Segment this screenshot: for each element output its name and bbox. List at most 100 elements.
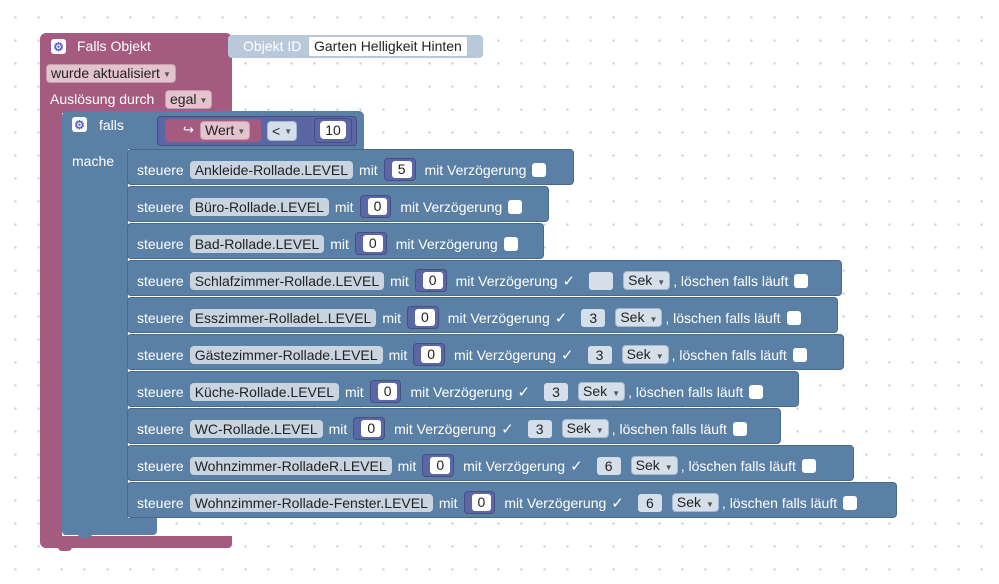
object-id-field[interactable]: Esszimmer-RolladeL.LEVEL bbox=[189, 308, 377, 327]
delay-checkmark[interactable]: ✓ bbox=[501, 420, 514, 438]
object-id-field[interactable]: Wohnzimmer-RolladeR.LEVEL bbox=[189, 456, 392, 475]
value-number[interactable]: 0 bbox=[377, 383, 398, 400]
delay-checkmark[interactable]: ✓ bbox=[611, 494, 624, 512]
delay-checkmark[interactable]: ✓ bbox=[562, 272, 576, 290]
variable-value: Wert bbox=[205, 122, 235, 138]
event-title: Falls Objekt bbox=[77, 38, 151, 54]
steuere-label: steuere bbox=[137, 161, 184, 178]
value-number[interactable]: 0 bbox=[415, 309, 435, 326]
clear-checkbox[interactable] bbox=[801, 458, 816, 473]
clear-checkbox[interactable] bbox=[749, 384, 764, 399]
object-id-field[interactable]: Büro-Rollade.LEVEL bbox=[189, 197, 329, 216]
control-action-row[interactable]: steuere Esszimmer-RolladeL.LEVEL mit 0 mit V… bbox=[127, 297, 838, 333]
control-action-row[interactable]: steuere WC-Rollade.LEVEL mit 0 mit Verzögeru… bbox=[127, 408, 781, 444]
chevron-down-icon: ▼ bbox=[199, 95, 208, 105]
control-action-row[interactable]: steuere Schlafzimmer-Rollade.LEVEL mit 0 mit… bbox=[127, 260, 842, 296]
chevron-down-icon: ▼ bbox=[649, 315, 658, 324]
delay-checkmark[interactable]: ✓ bbox=[570, 457, 583, 475]
delay-value[interactable]: 3 bbox=[581, 308, 606, 327]
loeschen-label: , löschen falls läuft bbox=[680, 457, 796, 474]
delay-checkbox[interactable] bbox=[503, 236, 518, 251]
delay-checkbox[interactable] bbox=[532, 162, 547, 177]
object-id-field[interactable]: Schlafzimmer-Rollade.LEVEL bbox=[189, 271, 385, 290]
gear-icon[interactable]: ⚙ bbox=[72, 117, 87, 132]
control-action-row[interactable]: steuere Wohnzimmer-RolladeR.LEVEL mit 0 mit … bbox=[127, 445, 854, 481]
chevron-down-icon: ▼ bbox=[657, 278, 666, 287]
clear-checkbox[interactable] bbox=[786, 310, 801, 325]
unit-value: Sek bbox=[635, 457, 660, 473]
object-id-field[interactable]: Wohnzimmer-Rollade-Fenster.LEVEL bbox=[189, 493, 433, 512]
value-number[interactable]: 0 bbox=[361, 420, 382, 437]
trigger-dropdown[interactable]: wurde aktualisiert ▼ bbox=[46, 64, 176, 83]
loeschen-label: , löschen falls läuft bbox=[671, 346, 787, 363]
clear-checkbox[interactable] bbox=[792, 347, 807, 362]
clear-checkbox[interactable] bbox=[794, 273, 809, 288]
object-id-field[interactable]: Ankleide-Rollade.LEVEL bbox=[189, 160, 354, 179]
value-number-block[interactable]: 0 bbox=[354, 232, 387, 255]
loeschen-label: , löschen falls läuft bbox=[673, 272, 789, 289]
mit-label: mit bbox=[345, 383, 364, 400]
delay-checkmark[interactable]: ✓ bbox=[560, 346, 574, 364]
mit-verzoegerung-label: mit Verzögerung bbox=[424, 161, 527, 178]
mit-label: mit bbox=[330, 235, 349, 252]
delay-value[interactable]: 3 bbox=[527, 419, 552, 438]
object-id-field[interactable]: Gästezimmer-Rollade.LEVEL bbox=[189, 345, 383, 364]
unit-dropdown[interactable]: Sek ▼ bbox=[623, 271, 671, 290]
value-number-block[interactable]: 0 bbox=[359, 195, 392, 218]
object-id-field[interactable]: WC-Rollade.LEVEL bbox=[189, 419, 323, 438]
delay-value[interactable]: 3 bbox=[587, 345, 612, 364]
steuere-label: steuere bbox=[137, 309, 184, 326]
objekt-id-value[interactable]: Garten Helligkeit Hinten bbox=[309, 37, 467, 56]
control-action-row[interactable]: steuere Ankleide-Rollade.LEVEL mit 5 mit Ver… bbox=[127, 149, 574, 185]
delay-checkmark[interactable]: ✓ bbox=[517, 383, 531, 401]
unit-value: Sek bbox=[583, 383, 608, 399]
delay-value[interactable]: 6 bbox=[596, 456, 621, 475]
delay-value[interactable]: 6 bbox=[637, 493, 662, 512]
value-number-block[interactable]: 0 bbox=[463, 491, 496, 514]
value-number[interactable]: 0 bbox=[422, 272, 443, 289]
ausloesung-dropdown[interactable]: egal ▼ bbox=[165, 90, 213, 109]
value-number-block[interactable]: 0 bbox=[413, 343, 446, 366]
control-action-row[interactable]: steuere Gästezimmer-Rollade.LEVEL mit 0 mit … bbox=[127, 334, 844, 370]
compare-number-value[interactable]: 10 bbox=[320, 121, 346, 139]
unit-dropdown[interactable]: Sek ▼ bbox=[615, 308, 663, 327]
value-number-block[interactable]: 5 bbox=[383, 158, 416, 181]
clear-checkbox[interactable] bbox=[843, 495, 858, 510]
control-action-row[interactable]: steuere Büro-Rollade.LEVEL mit 0 mit Verzöge… bbox=[127, 186, 549, 222]
value-number-block[interactable]: 0 bbox=[369, 380, 402, 403]
operator-dropdown[interactable]: < ▼ bbox=[267, 121, 298, 141]
unit-dropdown[interactable]: Sek ▼ bbox=[561, 419, 609, 438]
value-number[interactable]: 0 bbox=[471, 494, 492, 511]
operator-value: < bbox=[272, 123, 281, 139]
value-number[interactable]: 5 bbox=[391, 161, 412, 178]
control-action-row[interactable]: steuere Wohnzimmer-Rollade-Fenster.LEVEL m… bbox=[127, 482, 897, 518]
unit-dropdown[interactable]: Sek ▼ bbox=[621, 345, 669, 364]
steuere-label: steuere bbox=[137, 198, 184, 215]
control-action-row[interactable]: steuere Bad-Rollade.LEVEL mit 0 mit Verzöger… bbox=[127, 223, 544, 259]
value-number[interactable]: 0 bbox=[367, 198, 388, 215]
delay-checkmark[interactable]: ✓ bbox=[554, 309, 568, 327]
clear-checkbox[interactable] bbox=[732, 421, 747, 436]
delay-value[interactable] bbox=[589, 271, 614, 290]
object-id-field[interactable]: Bad-Rollade.LEVEL bbox=[189, 234, 325, 253]
unit-dropdown[interactable]: Sek ▼ bbox=[578, 382, 626, 401]
steuere-label: steuere bbox=[137, 346, 184, 363]
value-number-block[interactable]: 0 bbox=[414, 269, 447, 292]
gear-icon[interactable]: ⚙ bbox=[51, 39, 66, 54]
object-id-field[interactable]: Küche-Rollade.LEVEL bbox=[189, 382, 340, 401]
control-action-row[interactable]: steuere Küche-Rollade.LEVEL mit 0 mit Verzög… bbox=[127, 371, 799, 407]
unit-dropdown[interactable]: Sek ▼ bbox=[671, 493, 719, 512]
value-number-block[interactable]: 0 bbox=[353, 417, 386, 440]
unit-dropdown[interactable]: Sek ▼ bbox=[630, 456, 678, 475]
unit-value: Sek bbox=[566, 420, 591, 436]
value-number-block[interactable]: 0 bbox=[422, 454, 455, 477]
variable-dropdown[interactable]: Wert ▼ bbox=[200, 121, 251, 140]
delay-checkbox[interactable] bbox=[508, 199, 523, 214]
value-number-block[interactable]: 0 bbox=[407, 306, 439, 329]
loeschen-label: , löschen falls läuft bbox=[628, 383, 744, 400]
steuere-label: steuere bbox=[137, 272, 184, 289]
delay-value[interactable]: 3 bbox=[544, 382, 569, 401]
value-number[interactable]: 0 bbox=[421, 346, 442, 363]
value-number[interactable]: 0 bbox=[430, 457, 451, 474]
value-number[interactable]: 0 bbox=[362, 235, 383, 252]
